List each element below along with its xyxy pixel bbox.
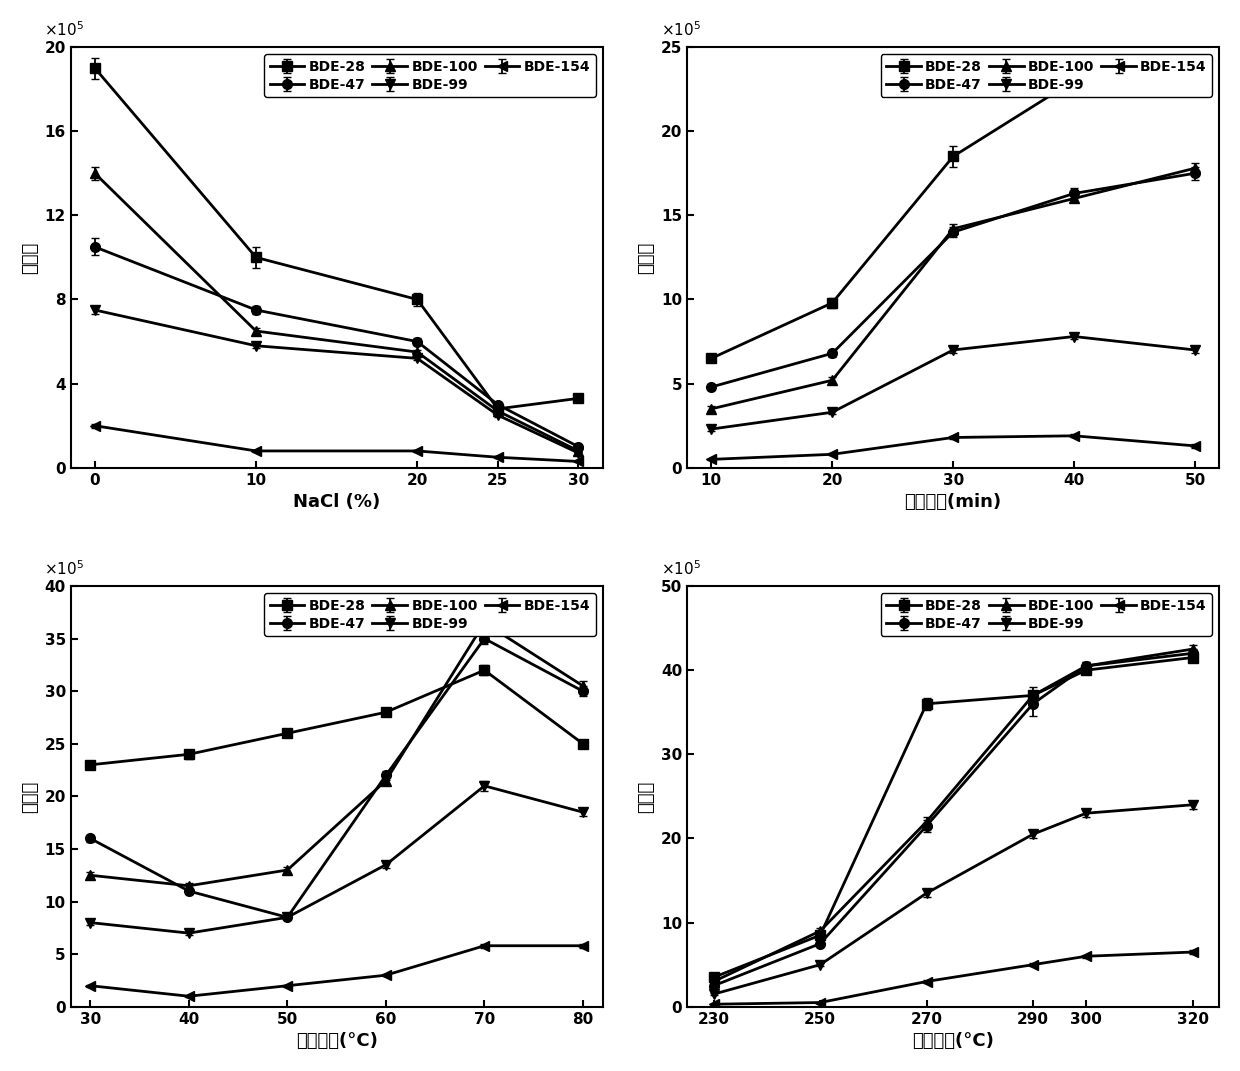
X-axis label: 萄取温度(°C): 萄取温度(°C)	[295, 1032, 377, 1051]
Y-axis label: 峰面积: 峰面积	[637, 781, 656, 813]
Text: $\times10^5$: $\times10^5$	[661, 559, 701, 577]
Text: $\times10^5$: $\times10^5$	[45, 20, 84, 39]
X-axis label: 萄取时间(min): 萄取时间(min)	[905, 493, 1002, 511]
Text: $\times10^5$: $\times10^5$	[661, 20, 701, 39]
Text: A: A	[569, 60, 587, 79]
X-axis label: NaCl (%): NaCl (%)	[293, 493, 381, 511]
Text: C: C	[570, 599, 587, 619]
Text: D: D	[1185, 599, 1203, 619]
Legend: BDE-28, BDE-47, BDE-100, BDE-99, BDE-154: BDE-28, BDE-47, BDE-100, BDE-99, BDE-154	[880, 54, 1213, 97]
Text: $\times10^5$: $\times10^5$	[45, 559, 84, 577]
Y-axis label: 峰面积: 峰面积	[21, 241, 38, 273]
Legend: BDE-28, BDE-47, BDE-100, BDE-99, BDE-154: BDE-28, BDE-47, BDE-100, BDE-99, BDE-154	[264, 54, 595, 97]
Legend: BDE-28, BDE-47, BDE-100, BDE-99, BDE-154: BDE-28, BDE-47, BDE-100, BDE-99, BDE-154	[880, 593, 1213, 636]
Text: B: B	[1187, 60, 1203, 79]
Legend: BDE-28, BDE-47, BDE-100, BDE-99, BDE-154: BDE-28, BDE-47, BDE-100, BDE-99, BDE-154	[264, 593, 595, 636]
X-axis label: 解析温度(°C): 解析温度(°C)	[913, 1032, 994, 1051]
Y-axis label: 峰面积: 峰面积	[637, 241, 656, 273]
Y-axis label: 峰面积: 峰面积	[21, 781, 38, 813]
